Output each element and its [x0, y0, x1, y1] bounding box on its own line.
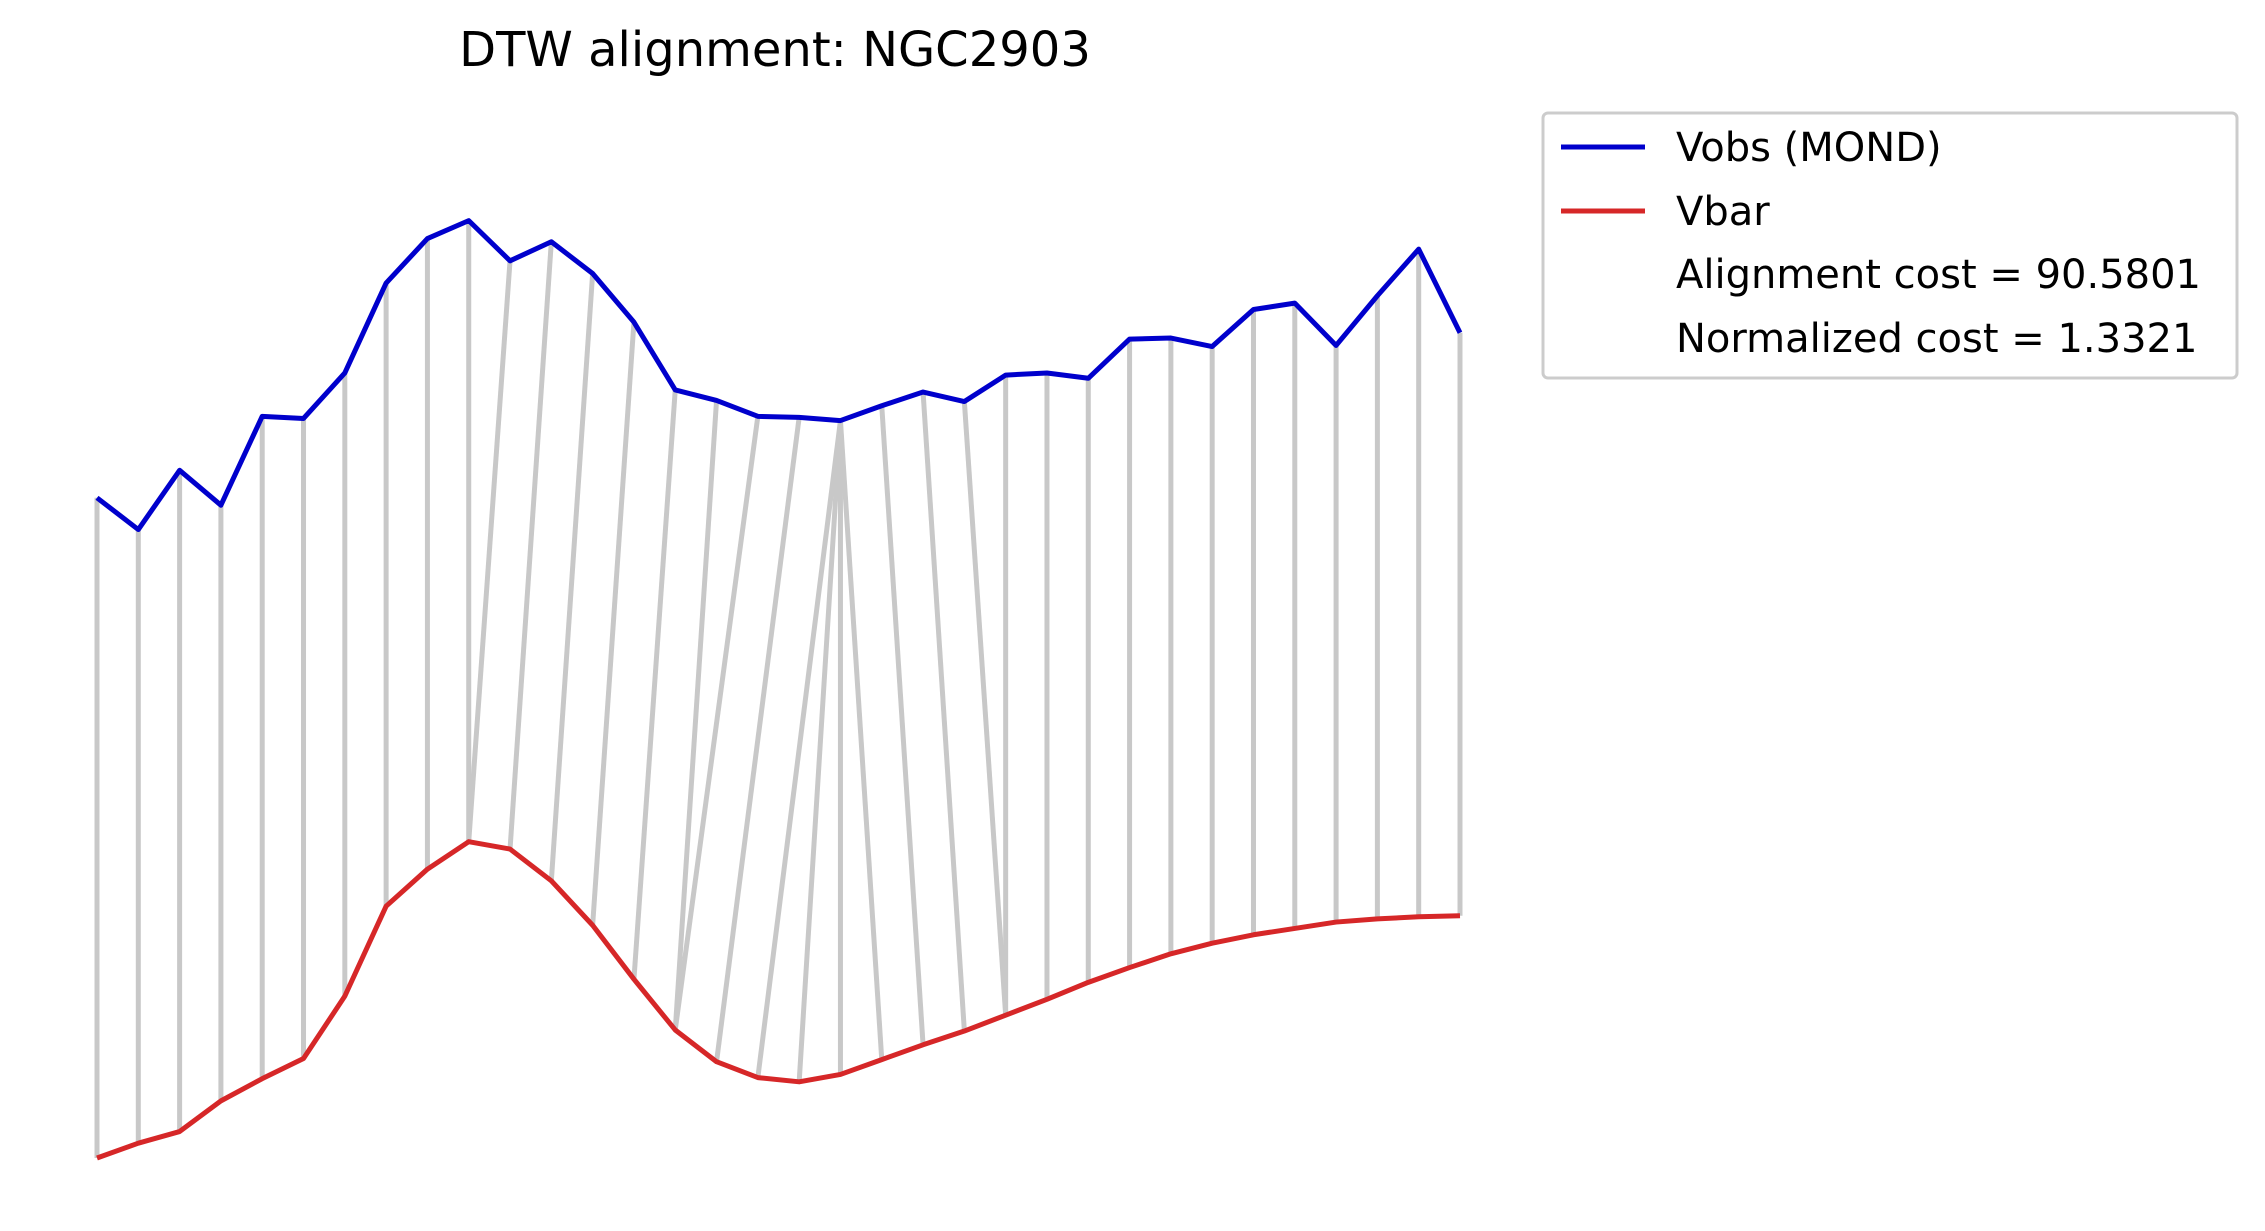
legend-label-vobs: Vobs (MOND)	[1676, 125, 1942, 171]
alignment-line	[879, 405, 926, 1045]
alignment-line	[466, 260, 513, 842]
alignment-line	[961, 401, 1009, 1016]
alignment-lines	[94, 220, 1463, 1158]
alignment-line	[837, 420, 885, 1060]
plot-area	[94, 218, 1463, 1161]
alignment-line	[672, 400, 720, 1031]
chart-title: DTW alignment: NGC2903	[459, 22, 1091, 78]
legend-alignment-cost: Alignment cost = 90.5801	[1676, 252, 2201, 298]
legend-normalized-cost: Normalized cost = 1.3321	[1676, 316, 2197, 362]
legend-label-vbar: Vbar	[1676, 189, 1770, 235]
series-line-vbar	[96, 839, 1461, 1161]
alignment-line	[590, 322, 637, 926]
alignment-line	[631, 389, 678, 980]
alignment-line	[920, 391, 967, 1032]
legend-frame	[1541, 111, 2239, 380]
alignment-line	[507, 241, 554, 850]
alignment-line	[714, 417, 802, 1063]
series-lines	[95, 218, 1463, 1161]
legend: Vobs (MOND) Vbar Alignment cost = 90.580…	[1541, 111, 2239, 380]
series-line-vobs	[95, 218, 1463, 533]
alignment-line	[796, 420, 843, 1082]
alignment-line	[548, 273, 596, 881]
alignment-line	[755, 420, 843, 1078]
alignment-line	[672, 416, 761, 1031]
